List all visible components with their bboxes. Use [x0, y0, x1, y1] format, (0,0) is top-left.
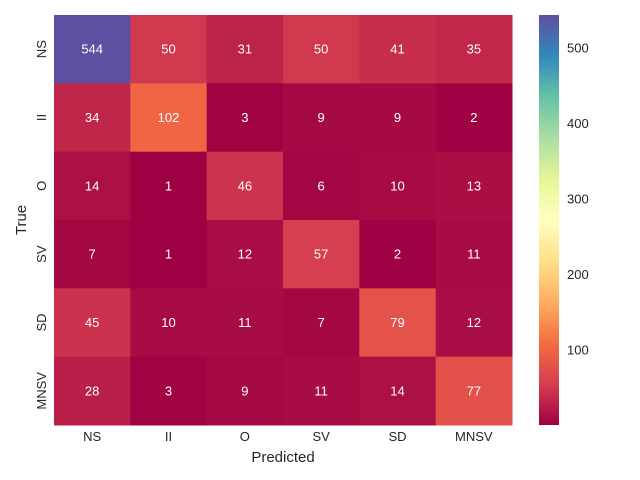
colorbar-tick-label: 300	[567, 192, 589, 207]
y-tick-label: SD	[34, 313, 49, 331]
heatmap-cell	[54, 356, 131, 426]
cell-value-label: 50	[161, 42, 175, 57]
heatmap-cell	[359, 356, 437, 426]
heatmap-cell	[283, 288, 360, 358]
heatmap-cell	[130, 151, 208, 221]
heatmap-cell	[206, 220, 284, 289]
x-tick-label: SD	[388, 429, 406, 444]
heatmap-cell	[435, 15, 513, 84]
cell-value-label: 9	[318, 110, 325, 125]
x-tick-label: NS	[83, 429, 101, 444]
cell-value-label: 34	[85, 110, 99, 125]
cell-value-label: 3	[165, 383, 172, 398]
x-tick-label: II	[165, 429, 172, 444]
cell-value-label: 31	[238, 42, 252, 57]
cell-value-label: 13	[467, 178, 481, 193]
heatmap-cell	[54, 220, 131, 289]
cell-value-label: 6	[318, 178, 325, 193]
heatmap-cell	[359, 83, 437, 153]
cell-value-label: 79	[390, 315, 404, 330]
heatmap-cell	[435, 288, 513, 358]
cell-value-label: 7	[318, 315, 325, 330]
cell-value-label: 2	[394, 247, 401, 262]
heatmap-cell	[206, 288, 284, 358]
heatmap-cell	[359, 220, 437, 289]
x-tick-labels: NS II O SV SD MNSV	[83, 429, 493, 444]
heatmap-cell	[206, 83, 284, 153]
cell-value-label: 12	[238, 247, 252, 262]
heatmap-cell	[283, 220, 360, 289]
heatmap-cell	[130, 356, 208, 426]
y-tick-label: MNSV	[34, 372, 49, 410]
cell-value-label: 544	[81, 42, 103, 57]
cell-value-label: 10	[390, 178, 404, 193]
cell-value-label: 11	[238, 315, 252, 330]
heatmap-cell	[359, 15, 437, 84]
cell-value-label: 41	[390, 42, 404, 57]
y-tick-labels: NS II O SV SD MNSV	[34, 40, 49, 410]
cell-value-label: 57	[314, 247, 328, 262]
y-tick-label: O	[34, 181, 49, 191]
heatmap-cell	[283, 15, 360, 84]
cell-value-label: 9	[394, 110, 401, 125]
heatmap-cell	[283, 83, 360, 153]
heatmap-cell	[435, 151, 513, 221]
heatmap-cell	[54, 83, 131, 153]
colorbar-ticks: 100 200 300 400 500	[567, 41, 589, 358]
cell-value-label: 14	[85, 178, 99, 193]
heatmap-cell	[283, 356, 360, 426]
y-tick-label: NS	[34, 40, 49, 58]
heatmap-cell	[435, 220, 513, 289]
cell-value-label: 10	[161, 315, 175, 330]
cell-value-label: 28	[85, 383, 99, 398]
x-axis-label: Predicted	[251, 449, 314, 466]
heatmap-cell	[206, 15, 284, 84]
heatmap-cell	[130, 288, 208, 358]
heatmap-cell	[206, 151, 284, 221]
cell-value-label: 2	[470, 110, 477, 125]
cell-value-label: 1	[165, 247, 172, 262]
cell-value-label: 102	[158, 110, 180, 125]
cell-value-label: 50	[314, 42, 328, 57]
cell-value-label: 35	[467, 42, 481, 57]
cell-value-label: 77	[467, 383, 481, 398]
heatmap-cell	[435, 356, 513, 426]
heatmap-cell	[359, 151, 437, 221]
colorbar-tick-label: 200	[567, 267, 589, 282]
heatmap-cell	[206, 356, 284, 426]
heatmap-cell	[54, 288, 131, 358]
x-tick-label: SV	[312, 429, 330, 444]
heatmap-cell	[54, 151, 131, 221]
heatmap-cell	[283, 151, 360, 221]
colorbar-tick-label: 500	[567, 41, 589, 56]
heatmap-cell	[435, 83, 513, 153]
heatmap-cell	[130, 83, 208, 153]
cell-value-label: 14	[390, 383, 404, 398]
cell-value-label: 46	[238, 178, 252, 193]
x-tick-label: O	[240, 429, 250, 444]
cell-value-label: 7	[89, 247, 96, 262]
y-tick-label: II	[34, 114, 49, 121]
heatmap-cell	[359, 288, 437, 358]
y-axis-label: True	[13, 205, 30, 235]
cell-value-label: 11	[314, 383, 328, 398]
cell-value-label: 9	[241, 383, 248, 398]
y-tick-label: SV	[34, 245, 49, 263]
x-tick-label: MNSV	[455, 429, 493, 444]
cell-value-label: 1	[165, 178, 172, 193]
colorbar-tick-label: 400	[567, 116, 589, 131]
heatmap-cell	[130, 15, 208, 84]
cell-value-label: 45	[85, 315, 99, 330]
cell-value-label: 11	[467, 247, 481, 262]
heatmap-cell	[54, 15, 131, 84]
heatmap-cell	[130, 220, 208, 289]
cell-value-label: 12	[467, 315, 481, 330]
cell-value-label: 3	[241, 110, 248, 125]
colorbar-tick-label: 100	[567, 343, 589, 358]
colorbar	[539, 15, 559, 425]
